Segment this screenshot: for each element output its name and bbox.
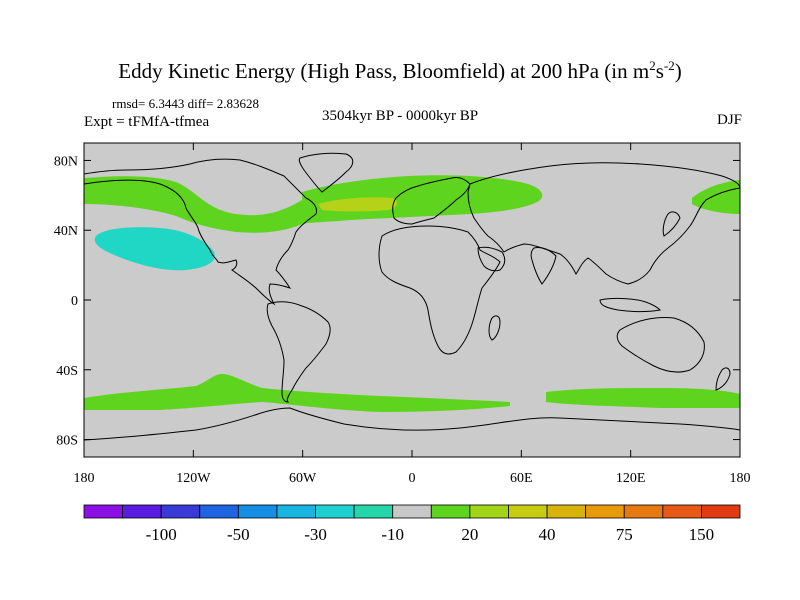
colorbar-swatch bbox=[392, 504, 432, 519]
colorbar-swatch bbox=[237, 504, 278, 519]
lon-tick-label: 0 bbox=[409, 471, 416, 486]
lon-tick-label: 120W bbox=[176, 471, 211, 486]
title-sup-1: 2 bbox=[649, 58, 656, 73]
coastline-asia bbox=[467, 162, 741, 285]
colorbar-swatch bbox=[623, 504, 664, 519]
colorbar-swatch bbox=[276, 504, 316, 519]
colorbar: -100 -50 -30 -10 20 40 75 150 bbox=[83, 504, 741, 544]
colorbar-swatch bbox=[160, 504, 201, 519]
colorbar-label: -30 bbox=[304, 525, 327, 544]
colorbar-swatch bbox=[546, 504, 587, 519]
lon-tick-label: 60W bbox=[289, 471, 317, 486]
colorbar-label: -10 bbox=[381, 525, 404, 544]
lon-tick-label: 60E bbox=[510, 471, 533, 486]
colorbar-swatch bbox=[469, 504, 509, 519]
coastline-antarctica bbox=[83, 407, 741, 441]
coastline-japan bbox=[662, 211, 681, 237]
lon-tick-label: 180 bbox=[74, 471, 95, 486]
lat-tick-label: 40N bbox=[54, 224, 78, 239]
coastline-new-zealand bbox=[715, 367, 731, 391]
lat-tick-label: 80N bbox=[54, 154, 78, 169]
coastline-north-america bbox=[83, 158, 317, 306]
contour-positive-natlantic bbox=[302, 175, 543, 224]
map-axes: 80N 40N 0 40S 80S 180 120W 60W 0 60E 120E 180 bbox=[54, 143, 751, 486]
period-label: 3504kyr BP - 0000kyr BP bbox=[321, 108, 479, 124]
coastline-madagascar bbox=[488, 315, 501, 341]
colorbar-swatch bbox=[662, 504, 702, 519]
coastlines bbox=[83, 152, 741, 441]
coastline-europe bbox=[392, 177, 471, 225]
colorbar-swatch bbox=[508, 504, 548, 519]
contour-positive-npacific bbox=[84, 176, 302, 233]
colorbar-label: -100 bbox=[146, 525, 177, 544]
title-close: ) bbox=[674, 59, 682, 83]
colorbar-label: 75 bbox=[616, 525, 633, 544]
coastline-australia bbox=[616, 317, 705, 373]
colorbar-swatch bbox=[353, 504, 394, 519]
coastline-south-america bbox=[266, 301, 331, 403]
colorbar-swatch bbox=[430, 504, 471, 519]
colorbar-swatch bbox=[585, 504, 625, 519]
season-label: DJF bbox=[716, 112, 742, 128]
colorbar-label: 150 bbox=[689, 525, 715, 544]
experiment-label: Expt = tFMfA-tfmea bbox=[84, 114, 210, 130]
rmsd-diff-stats: rmsd= 6.3443 diff= 2.83628 bbox=[112, 96, 259, 111]
coastline-africa bbox=[378, 225, 501, 355]
colorbar-label: 20 bbox=[461, 525, 478, 544]
colorbar-swatch bbox=[83, 504, 123, 519]
plot-title: Eddy Kinetic Energy (High Pass, Bloomfie… bbox=[0, 58, 800, 84]
lon-tick-label: 120E bbox=[616, 471, 646, 486]
coastline-arabia bbox=[477, 246, 506, 272]
coastline-greenland bbox=[298, 152, 354, 193]
colorbar-swatch bbox=[315, 504, 355, 519]
contour-fills bbox=[84, 175, 740, 412]
colorbar-label: 40 bbox=[539, 525, 556, 544]
title-sup-2: -2 bbox=[663, 58, 675, 73]
colorbar-swatch bbox=[701, 504, 741, 519]
coastline-indonesia bbox=[599, 298, 662, 312]
colorbar-swatch bbox=[199, 504, 239, 519]
map-panel: 80N 40N 0 40S 80S 180 120W 60W 0 60E 120E 180 bbox=[54, 142, 751, 486]
contour-positive-southern-west bbox=[84, 374, 510, 412]
coastline-india bbox=[530, 247, 557, 285]
colorbar-label: -50 bbox=[227, 525, 250, 544]
colorbar-swatch bbox=[122, 504, 162, 519]
contour-negative-nepacific bbox=[94, 227, 215, 271]
title-text: Eddy Kinetic Energy (High Pass, Bloomfie… bbox=[118, 59, 650, 83]
contour-positive-npacific-east bbox=[692, 180, 740, 214]
contour-positive-southern-east bbox=[546, 388, 740, 408]
lon-tick-label: 180 bbox=[730, 471, 751, 486]
title-unit-s: s bbox=[655, 59, 664, 83]
lat-tick-label: 80S bbox=[56, 434, 78, 449]
contour-strong-natlantic bbox=[318, 197, 397, 212]
lat-tick-label: 40S bbox=[56, 364, 78, 379]
lat-tick-label: 0 bbox=[71, 294, 78, 309]
